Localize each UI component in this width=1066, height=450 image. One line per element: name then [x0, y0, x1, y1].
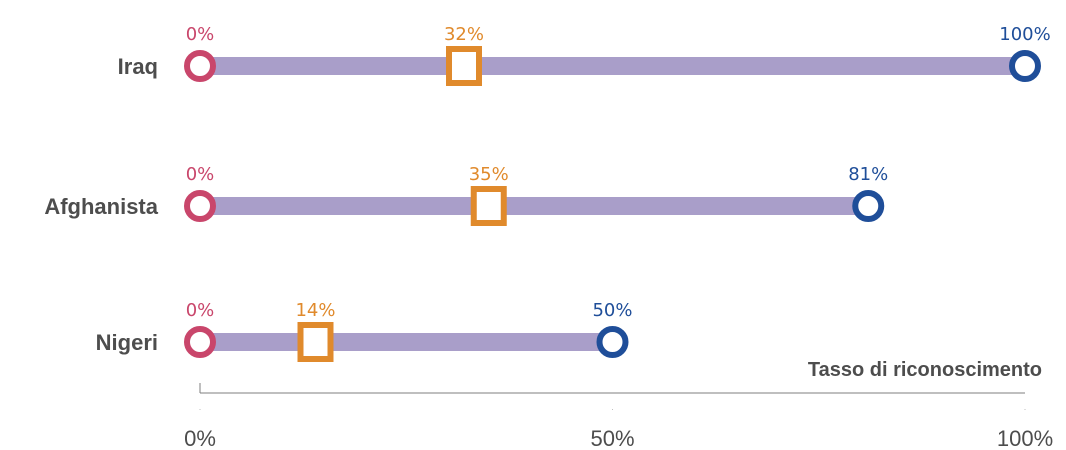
row-iraq: Iraq 0% 32% 100% — [118, 24, 1051, 86]
point-marker-circle — [596, 326, 629, 358]
x-axis-title: Tasso di riconoscimento — [808, 359, 1042, 381]
row-nigeri: Nigeri 0% 14% 50% — [96, 300, 633, 362]
tick-label: 100% — [997, 426, 1053, 450]
data-label: 0% — [186, 24, 215, 45]
chart-rows: Iraq 0% 32% 100% Afghanista 0% 35% 81% Nigeri 0% 1… — [44, 24, 1051, 362]
data-label: 100% — [999, 24, 1050, 45]
data-label: 50% — [592, 300, 632, 321]
row-afghanista: Afghanista 0% 35% 81% — [44, 164, 888, 226]
point-marker-circle — [184, 190, 216, 222]
x-axis: Tasso di riconoscimento — [199, 359, 1042, 394]
tick-label: 0% — [184, 426, 216, 450]
point-marker-circle — [852, 190, 885, 222]
data-label: 32% — [444, 24, 484, 45]
point-marker-circle — [1009, 50, 1041, 82]
data-label: 0% — [186, 164, 215, 185]
category-label: Nigeri — [96, 330, 158, 355]
point-marker-square — [446, 46, 482, 86]
point-marker-square — [470, 186, 507, 226]
category-label: Afghanista — [44, 194, 158, 219]
point-marker-square — [297, 322, 334, 362]
tick-label: 50% — [590, 426, 634, 450]
point-marker-circle — [184, 50, 216, 82]
data-label: 35% — [469, 164, 509, 185]
point-marker-circle — [184, 326, 216, 358]
x-ticks: 0% 50% 100% — [184, 409, 1053, 450]
data-label: 81% — [848, 164, 888, 185]
data-label: 0% — [186, 300, 215, 321]
category-label: Iraq — [118, 54, 158, 79]
data-label: 14% — [295, 300, 335, 321]
